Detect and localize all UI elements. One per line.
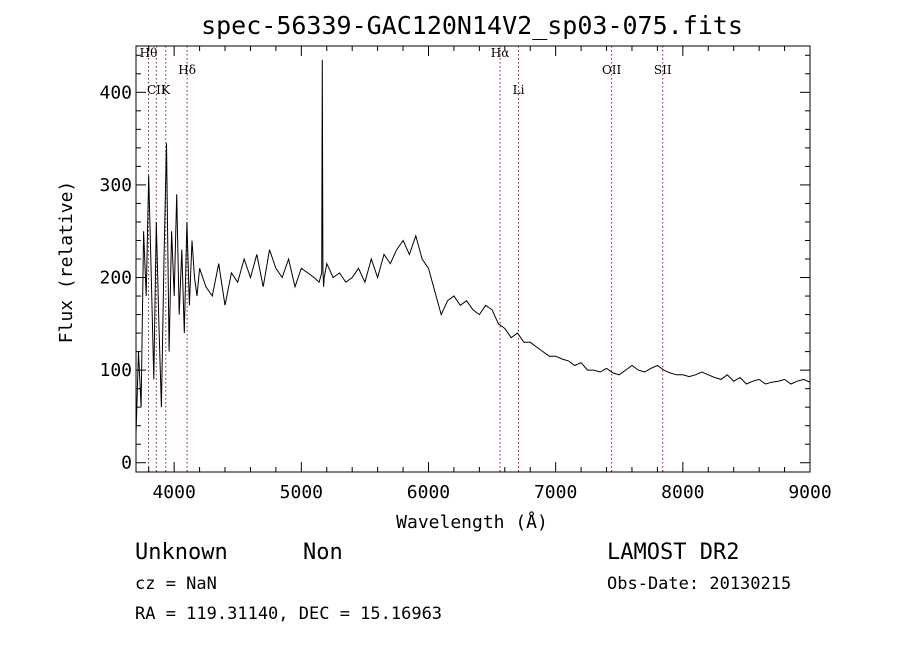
spectral-line-label: Hθ <box>140 46 158 60</box>
spectral-line-label: OII <box>602 63 622 77</box>
x-tick-label: 4000 <box>152 482 195 503</box>
y-tick-label: 100 <box>99 360 132 381</box>
object-class: Unknown <box>135 540 228 565</box>
spectral-line-label: SII <box>654 63 672 77</box>
y-tick-label: 400 <box>99 82 132 103</box>
redshift-readout: cz = NaN <box>135 574 217 594</box>
y-tick-label: 0 <box>121 453 132 474</box>
axis-ticks: 4000 5000 6000 7000 8000 9000 0 100 200 300 400 <box>99 46 832 503</box>
spectrum-series-line <box>135 59 811 436</box>
x-tick-label: 8000 <box>661 482 704 503</box>
survey-name: LAMOST DR2 <box>607 540 739 565</box>
spectral-line-label: Hα <box>491 46 510 60</box>
object-subclass: Non <box>303 540 343 565</box>
spectral-line-label: CII <box>147 83 166 97</box>
y-axis-label: Flux (relative) <box>56 181 77 344</box>
spectral-line-label: K <box>161 83 171 97</box>
x-axis-label: Wavelength (Å) <box>396 511 548 533</box>
plot-area <box>135 45 811 473</box>
x-tick-label: 5000 <box>280 482 323 503</box>
coordinates-readout: RA = 119.31140, DEC = 15.16963 <box>135 604 442 624</box>
observation-date: Obs-Date: 20130215 <box>607 574 791 594</box>
spectral-line-label: Li <box>513 83 525 97</box>
spectral-line-label: Hδ <box>178 63 196 77</box>
chart-title: spec-56339-GAC120N14V2_sp03-075.fits <box>201 11 743 40</box>
plot-frame <box>135 45 811 473</box>
y-tick-label: 200 <box>99 268 132 289</box>
x-tick-label: 7000 <box>534 482 577 503</box>
y-tick-label: 300 <box>99 175 132 196</box>
x-tick-label: 9000 <box>788 482 831 503</box>
x-tick-label: 6000 <box>407 482 450 503</box>
